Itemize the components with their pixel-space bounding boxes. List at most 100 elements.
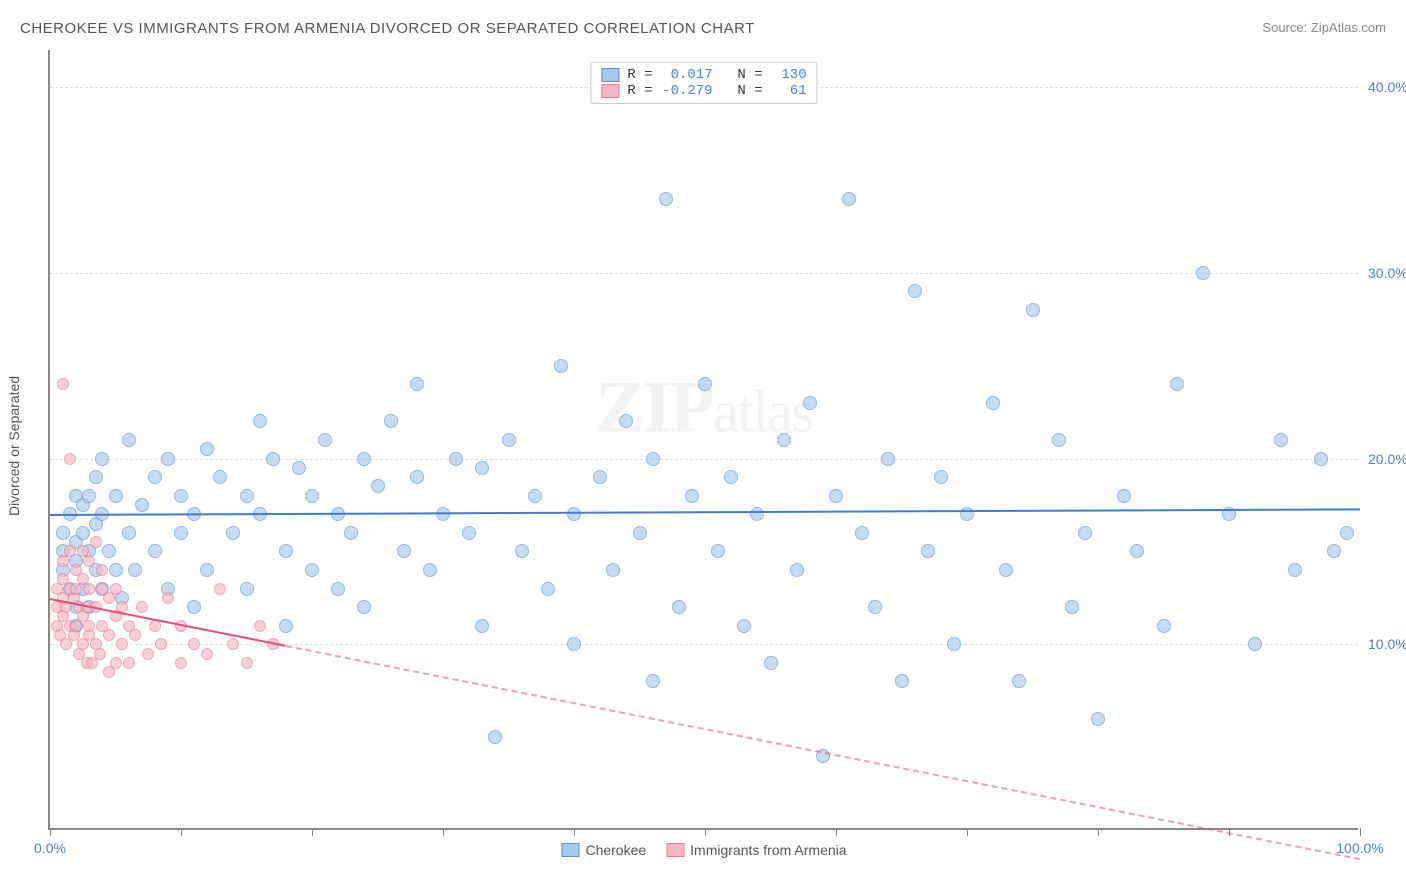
- watermark-atlas: atlas: [713, 378, 813, 444]
- x-tick: [50, 828, 51, 836]
- data-point: [1314, 452, 1328, 466]
- data-point: [56, 526, 70, 540]
- data-point: [1327, 544, 1341, 558]
- data-point: [109, 563, 123, 577]
- data-point: [214, 583, 226, 595]
- x-tick: [312, 828, 313, 836]
- data-point: [502, 433, 516, 447]
- data-point: [240, 582, 254, 596]
- data-point: [128, 563, 142, 577]
- data-point: [842, 192, 856, 206]
- data-point: [148, 544, 162, 558]
- data-point: [279, 544, 293, 558]
- data-point: [116, 638, 128, 650]
- data-point: [1052, 433, 1066, 447]
- data-point: [213, 470, 227, 484]
- x-tick: [443, 828, 444, 836]
- data-point: [64, 545, 76, 557]
- data-point: [1170, 377, 1184, 391]
- data-point: [305, 489, 319, 503]
- data-point: [227, 638, 239, 650]
- data-point: [895, 674, 909, 688]
- data-point: [1274, 433, 1288, 447]
- data-point: [266, 452, 280, 466]
- data-point: [1065, 600, 1079, 614]
- data-point: [175, 657, 187, 669]
- data-point: [57, 378, 69, 390]
- data-point: [241, 657, 253, 669]
- data-point: [410, 377, 424, 391]
- data-point: [921, 544, 935, 558]
- data-point: [659, 192, 673, 206]
- data-point: [226, 526, 240, 540]
- legend-swatch-b0: [561, 843, 579, 857]
- source-text: ZipAtlas.com: [1311, 20, 1386, 35]
- x-tick: [574, 828, 575, 836]
- data-point: [187, 600, 201, 614]
- data-point: [986, 396, 1000, 410]
- data-point: [122, 433, 136, 447]
- data-point: [64, 453, 76, 465]
- data-point: [96, 564, 108, 576]
- data-point: [1130, 544, 1144, 558]
- data-point: [102, 544, 116, 558]
- legend-n-val-0: 130: [771, 67, 807, 83]
- y-tick-label: 20.0%: [1368, 451, 1406, 467]
- data-point: [1091, 712, 1105, 726]
- data-point: [142, 648, 154, 660]
- data-point: [672, 600, 686, 614]
- data-point: [711, 544, 725, 558]
- data-point: [292, 461, 306, 475]
- legend-n-val-1: 61: [771, 83, 807, 99]
- x-tick-label: 100.0%: [1336, 840, 1383, 856]
- data-point: [1012, 674, 1026, 688]
- data-point: [1288, 563, 1302, 577]
- data-point: [103, 629, 115, 641]
- data-point: [868, 600, 882, 614]
- data-point: [999, 563, 1013, 577]
- gridline: [50, 459, 1358, 460]
- data-point: [764, 656, 778, 670]
- legend-label-0: Cherokee: [585, 842, 646, 858]
- x-tick: [181, 828, 182, 836]
- data-point: [1196, 266, 1210, 280]
- data-point: [371, 479, 385, 493]
- data-point: [122, 526, 136, 540]
- legend-item-0: Cherokee: [561, 842, 646, 858]
- data-point: [318, 433, 332, 447]
- data-point: [357, 452, 371, 466]
- trend-line: [50, 509, 1360, 517]
- data-point: [254, 620, 266, 632]
- data-point: [200, 442, 214, 456]
- data-point: [750, 507, 764, 521]
- data-point: [129, 629, 141, 641]
- data-point: [384, 414, 398, 428]
- data-point: [737, 619, 751, 633]
- legend-r-label-0: R =: [627, 67, 652, 83]
- data-point: [82, 489, 96, 503]
- legend-stats: R = 0.017 N = 130 R = -0.279 N = 61: [590, 62, 817, 104]
- y-axis-label: Divorced or Separated: [6, 376, 22, 516]
- data-point: [1157, 619, 1171, 633]
- data-point: [1340, 526, 1354, 540]
- legend-stats-row-0: R = 0.017 N = 130: [601, 67, 806, 83]
- data-point: [475, 619, 489, 633]
- data-point: [1248, 637, 1262, 651]
- data-point: [947, 637, 961, 651]
- data-point: [155, 638, 167, 650]
- data-point: [606, 563, 620, 577]
- x-tick: [1098, 828, 1099, 836]
- data-point: [593, 470, 607, 484]
- data-point: [541, 582, 555, 596]
- data-point: [83, 555, 95, 567]
- data-point: [174, 526, 188, 540]
- data-point: [488, 730, 502, 744]
- data-point: [357, 600, 371, 614]
- data-point: [881, 452, 895, 466]
- data-point: [829, 489, 843, 503]
- y-tick-label: 40.0%: [1368, 79, 1406, 95]
- data-point: [567, 637, 581, 651]
- data-point: [76, 526, 90, 540]
- source-label: Source:: [1262, 20, 1307, 35]
- data-point: [240, 489, 254, 503]
